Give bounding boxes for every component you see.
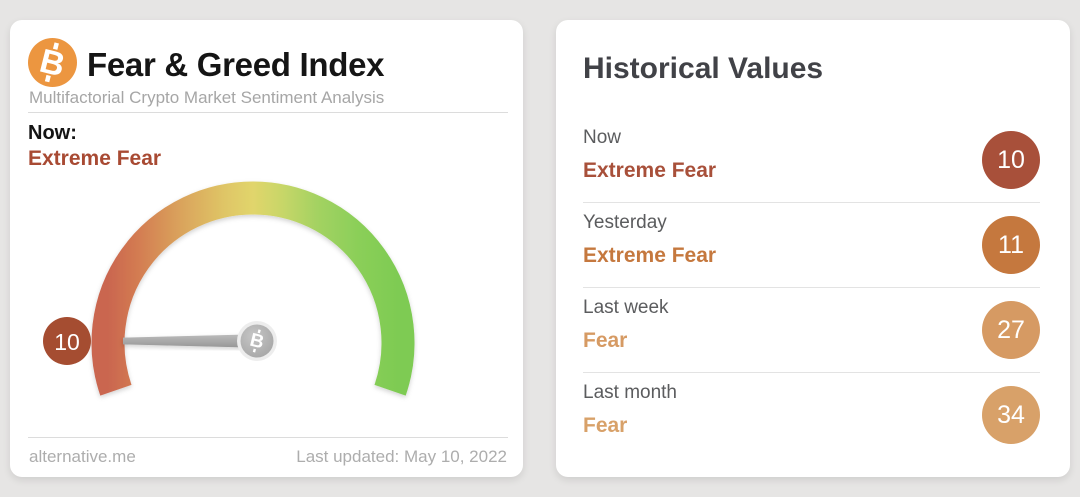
value-number: 34 xyxy=(997,400,1025,429)
historical-values-list: Now Extreme Fear 10 Yesterday Extreme Fe… xyxy=(583,118,1040,458)
period-label: Last week xyxy=(583,297,669,318)
alternative-me-link[interactable]: alternative.me xyxy=(29,447,136,466)
svg-text:B: B xyxy=(36,43,69,85)
historical-row-last-week: Last week Fear 27 xyxy=(583,288,1040,373)
classification-text: Extreme Fear xyxy=(583,159,717,182)
now-classification: Extreme Fear xyxy=(28,147,162,170)
period-label: Now xyxy=(583,127,622,148)
classification-text: Extreme Fear xyxy=(583,244,717,267)
value-number: 11 xyxy=(998,230,1024,259)
header-divider xyxy=(28,112,508,113)
classification-text: Fear xyxy=(583,329,628,352)
bitcoin-icon: B xyxy=(28,38,77,87)
page-title: Fear & Greed Index xyxy=(87,46,385,83)
fear-greed-card: B Fear & Greed Index Multifactorial Cryp… xyxy=(10,20,523,477)
value-number: 10 xyxy=(997,145,1025,174)
historical-row-last-month: Last month Fear 34 xyxy=(583,373,1040,458)
period-label: Last month xyxy=(583,382,677,403)
gauge-hub-bitcoin-icon: B xyxy=(237,321,277,361)
page-subtitle: Multifactorial Crypto Market Sentiment A… xyxy=(29,88,385,107)
svg-text:B: B xyxy=(248,330,266,354)
classification-text: Fear xyxy=(583,414,628,437)
historical-row-now: Now Extreme Fear 10 xyxy=(583,118,1040,203)
historical-row-yesterday: Yesterday Extreme Fear 11 xyxy=(583,203,1040,288)
value-badge: 10 xyxy=(982,131,1040,189)
historical-values-title: Historical Values xyxy=(583,52,824,85)
fear-greed-gauge: B 10 xyxy=(43,181,415,396)
historical-values-card: Historical Values Now Extreme Fear 10 Ye… xyxy=(556,20,1070,477)
period-label: Yesterday xyxy=(583,212,667,233)
gauge-arc xyxy=(91,181,415,396)
footer-divider xyxy=(28,437,508,438)
svg-text:10: 10 xyxy=(54,329,80,355)
value-badge: 27 xyxy=(982,301,1040,359)
now-label: Now: xyxy=(28,122,77,144)
gauge-value-badge: 10 xyxy=(43,317,91,365)
last-updated-text: Last updated: May 10, 2022 xyxy=(296,447,507,466)
value-badge: 34 xyxy=(982,386,1040,444)
gauge-needle xyxy=(123,334,257,348)
value-badge: 11 xyxy=(982,216,1040,274)
value-number: 27 xyxy=(997,315,1025,344)
